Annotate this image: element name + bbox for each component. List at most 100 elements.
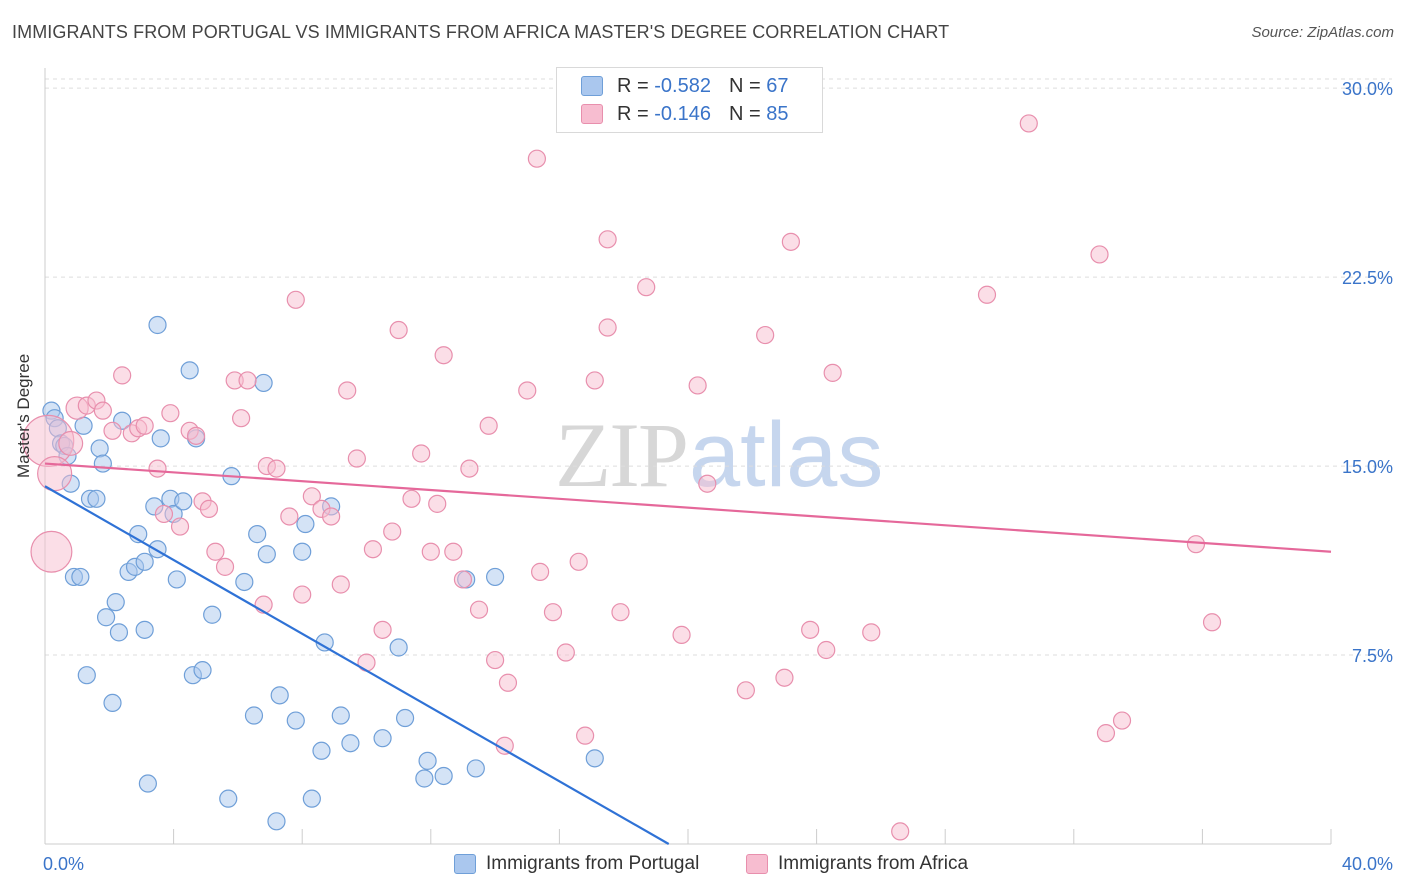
point-africa — [161, 404, 180, 423]
point-portugal — [103, 693, 122, 713]
point-portugal — [286, 711, 305, 730]
axes — [44, 68, 1332, 845]
point-portugal — [148, 315, 167, 335]
point-portugal — [486, 567, 505, 587]
y-tick-label: 7.5% — [1352, 646, 1393, 666]
point-portugal — [193, 661, 212, 680]
point-africa — [363, 540, 383, 559]
point-africa — [373, 620, 392, 639]
point-africa — [637, 278, 656, 297]
point-africa — [469, 600, 489, 619]
legend-r-label: R = — [617, 74, 655, 97]
bottom-legend-portugal: Immigrants from Portugal — [454, 851, 699, 877]
point-portugal — [77, 666, 96, 685]
point-africa — [479, 416, 498, 435]
point-portugal — [90, 439, 109, 458]
point-africa — [322, 507, 341, 526]
point-africa — [215, 557, 235, 576]
correlation-legend: R = -0.582 N = 67 R = -0.146 N = 85 — [556, 67, 823, 133]
point-africa — [206, 542, 225, 561]
point-portugal — [341, 734, 360, 753]
point-africa — [58, 430, 84, 456]
point-portugal — [151, 429, 170, 448]
point-portugal — [248, 525, 267, 544]
point-portugal — [93, 454, 112, 473]
point-africa — [1096, 724, 1116, 743]
point-africa — [569, 552, 588, 571]
legend-n-value: 85 — [766, 102, 789, 125]
point-africa — [30, 530, 73, 573]
y-tick-label: 15.0% — [1342, 457, 1393, 477]
point-africa — [103, 421, 122, 440]
point-africa — [862, 623, 881, 642]
x-tick-label: 40.0% — [1342, 854, 1393, 874]
legend-n-value: 67 — [766, 74, 789, 97]
point-africa — [93, 401, 112, 420]
point-africa — [688, 376, 707, 395]
point-africa — [1186, 535, 1206, 554]
legend-swatch-africa — [581, 104, 603, 124]
point-africa — [170, 517, 190, 536]
point-portugal — [219, 789, 238, 808]
point-africa — [357, 653, 376, 672]
legend-swatch-portugal — [581, 76, 603, 96]
chart-title: IMMIGRANTS FROM PORTUGAL VS IMMIGRANTS F… — [12, 22, 950, 42]
point-africa — [148, 459, 167, 478]
point-africa — [280, 507, 299, 526]
point-africa — [891, 822, 910, 841]
legend-label-portugal: Immigrants from Portugal — [486, 853, 700, 874]
point-africa — [428, 494, 447, 513]
legend-label-africa: Immigrants from Africa — [778, 853, 969, 874]
point-africa — [286, 290, 305, 309]
y-tick-label: 22.5% — [1342, 268, 1393, 288]
watermark-atlas: atlas — [689, 404, 884, 506]
point-portugal — [257, 545, 276, 564]
point-africa — [556, 643, 575, 662]
point-africa — [402, 489, 421, 508]
point-africa — [113, 366, 132, 385]
y-axis-label: Master's Degree — [14, 353, 33, 478]
point-africa — [756, 325, 775, 345]
trend-line-portugal — [44, 485, 670, 845]
legend-n-label: N = — [728, 74, 767, 97]
trend-lines — [44, 462, 1332, 845]
point-africa — [1019, 114, 1038, 133]
point-africa — [576, 726, 595, 745]
point-portugal — [296, 514, 315, 534]
point-africa — [486, 650, 505, 670]
point-africa — [1090, 245, 1109, 264]
point-africa — [460, 459, 479, 478]
point-africa — [331, 575, 350, 594]
point-africa — [611, 603, 630, 622]
point-africa — [434, 346, 453, 365]
point-africa — [293, 585, 312, 604]
point-africa — [187, 426, 206, 445]
x-tick-label: 0.0% — [43, 854, 84, 874]
point-africa — [232, 409, 251, 428]
legend-row-africa: R = -0.146 N = 85 — [581, 101, 788, 127]
legend-swatch-africa — [746, 854, 768, 874]
point-africa — [338, 381, 357, 400]
point-africa — [498, 673, 518, 692]
data-points — [22, 114, 1222, 841]
point-africa — [1112, 711, 1132, 730]
bottom-legend-africa: Immigrants from Africa — [746, 851, 968, 877]
point-africa — [37, 456, 73, 492]
point-africa — [347, 449, 366, 468]
point-africa — [135, 416, 154, 435]
point-portugal — [167, 570, 186, 589]
point-africa — [421, 542, 440, 561]
point-africa — [267, 459, 286, 478]
point-portugal — [106, 593, 125, 612]
point-portugal — [466, 759, 485, 778]
point-portugal — [74, 416, 93, 435]
point-africa — [736, 681, 755, 700]
source-label: Source: ZipAtlas.com — [1251, 24, 1394, 41]
point-africa — [531, 562, 550, 581]
point-portugal — [235, 572, 254, 592]
legend-swatch-portugal — [454, 854, 476, 874]
point-portugal — [302, 789, 321, 808]
point-portugal — [418, 751, 437, 770]
point-portugal — [434, 766, 453, 786]
